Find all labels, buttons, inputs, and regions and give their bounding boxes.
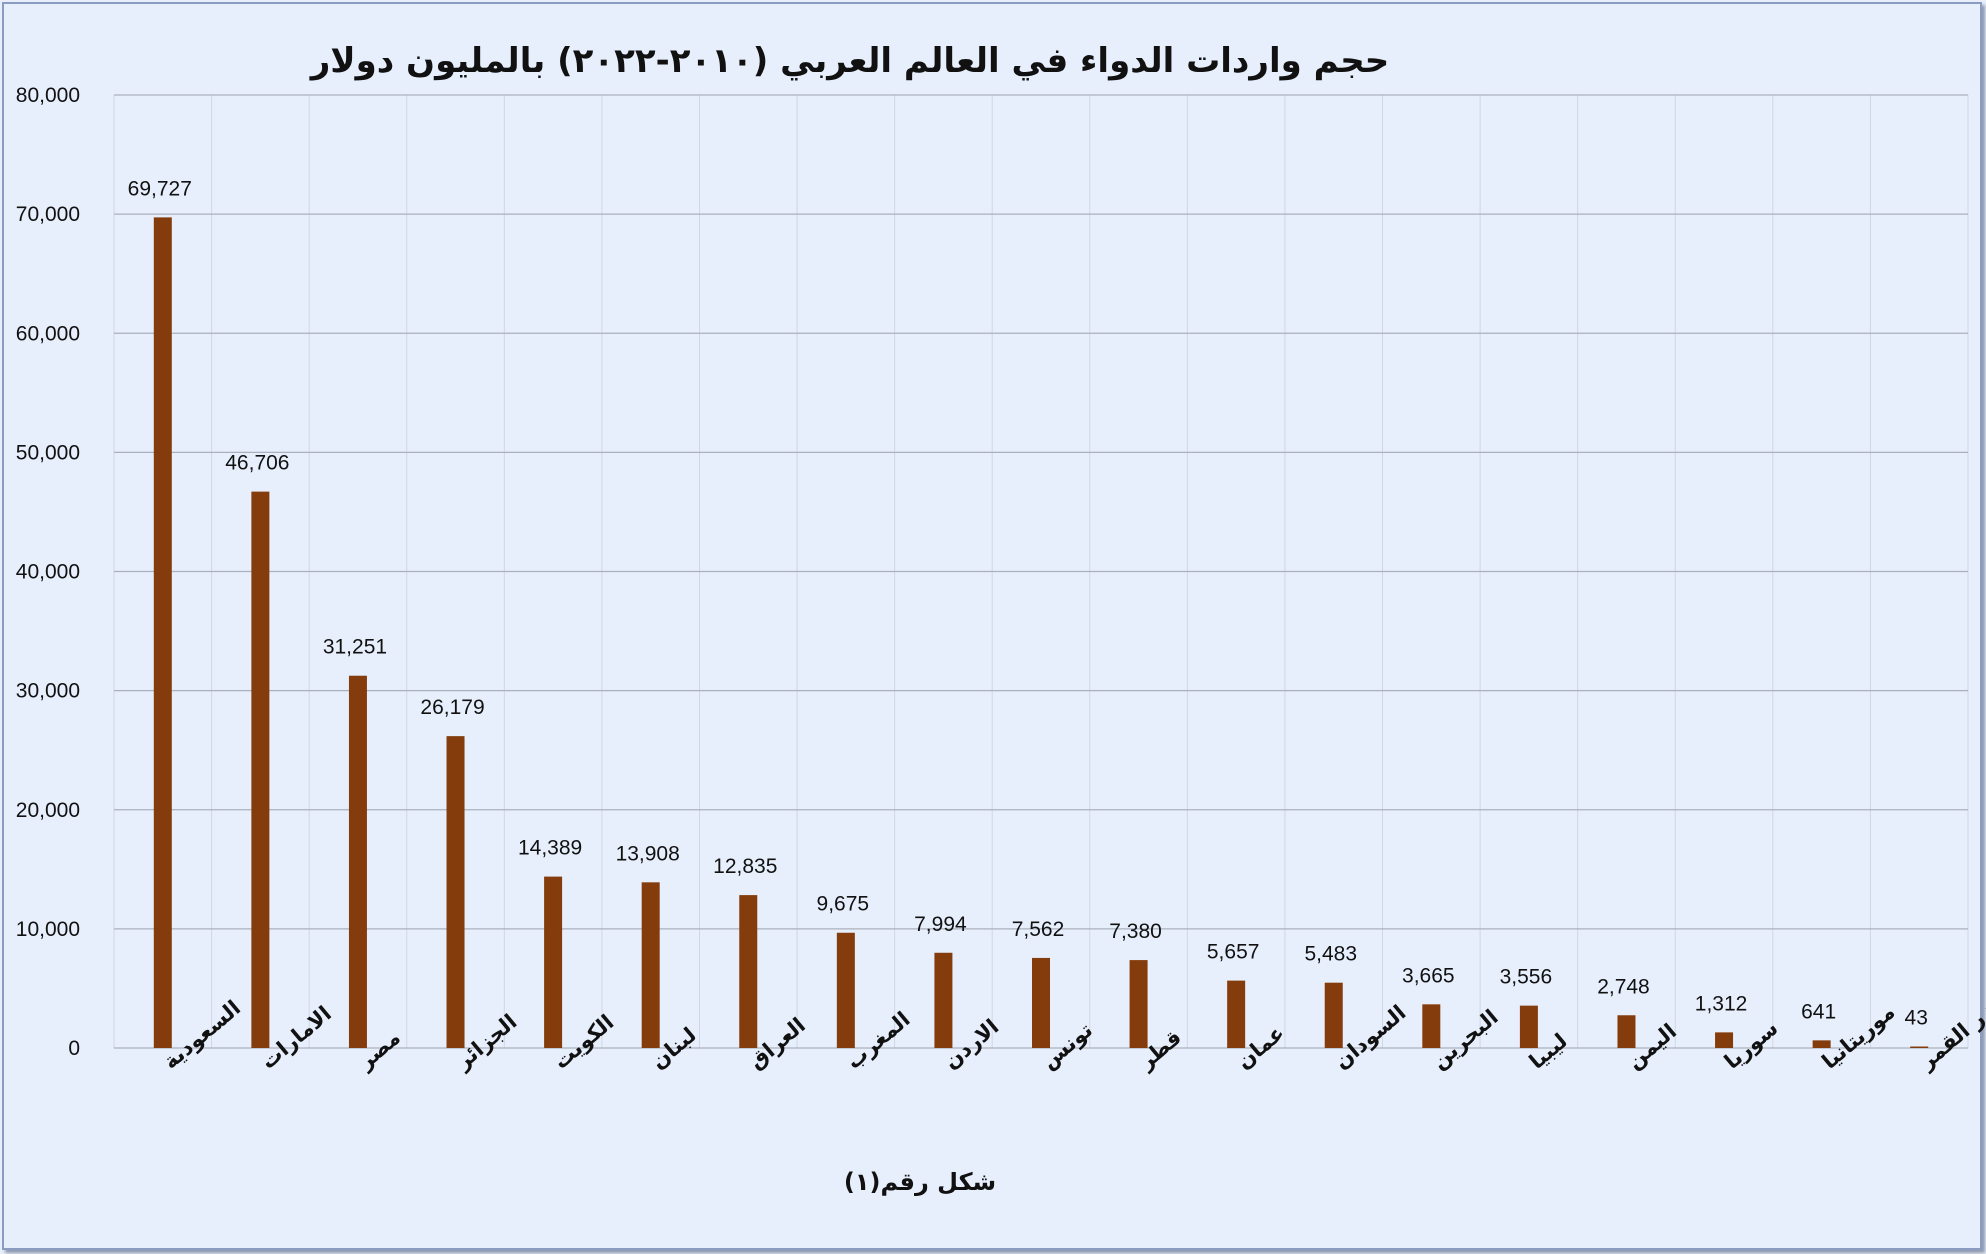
bar (934, 952, 953, 1048)
y-tick-label: 50,000 (16, 441, 80, 464)
data-label: 9,675 (817, 893, 870, 916)
data-label: 31,251 (323, 636, 387, 659)
data-label: 43 (1905, 1007, 1928, 1030)
figure-caption: شكل رقم(١) (844, 1168, 996, 1196)
x-tick-label: جزر القمر (1914, 988, 1986, 1074)
bar (544, 876, 563, 1048)
chart-title: حجم واردات الدواء في العالم العربي (٢٠١٠… (309, 41, 1390, 81)
bars (153, 217, 1929, 1049)
data-label: 26,179 (420, 696, 484, 719)
bar (1910, 1046, 1929, 1048)
y-tick-label: 0 (68, 1037, 80, 1060)
data-label: 12,835 (713, 855, 777, 878)
y-tick-label: 60,000 (16, 322, 80, 345)
data-label: 1,312 (1695, 992, 1748, 1015)
bar (348, 675, 367, 1048)
data-label: 5,483 (1304, 943, 1357, 966)
data-label: 7,380 (1109, 920, 1162, 943)
y-tick-label: 70,000 (16, 203, 80, 226)
data-label: 7,562 (1012, 918, 1065, 941)
data-labels: 69,727 46,706 31,251 26,179 14,389 13,908 12,8… (128, 177, 1928, 1029)
bar (1715, 1032, 1734, 1048)
bar (1812, 1040, 1831, 1048)
data-label: 5,657 (1207, 941, 1260, 964)
gridlines (113, 94, 1969, 1049)
bar (1617, 1015, 1636, 1048)
bar (1227, 980, 1246, 1048)
bar (739, 895, 758, 1048)
data-label: 3,556 (1500, 966, 1553, 989)
data-label: 46,706 (225, 452, 289, 475)
data-label: 641 (1801, 1000, 1836, 1023)
bar (1129, 960, 1148, 1048)
data-label: 3,665 (1402, 964, 1455, 987)
data-label: 13,908 (616, 842, 680, 865)
y-tick-label: 20,000 (16, 799, 80, 822)
bar (251, 491, 270, 1049)
y-tick-label: 40,000 (16, 561, 80, 584)
data-label: 69,727 (128, 177, 192, 200)
y-tick-label: 80,000 (16, 84, 80, 107)
data-label: 14,389 (518, 837, 582, 860)
bar (1324, 982, 1343, 1048)
y-tick-label: 30,000 (16, 680, 80, 703)
data-label: 2,748 (1597, 975, 1650, 998)
data-label: 7,994 (914, 913, 967, 936)
bar (641, 882, 660, 1048)
bar (153, 217, 172, 1049)
y-axis: 0 10,000 20,000 30,000 40,000 50,000 60,000 70,… (16, 84, 80, 1060)
y-tick-label: 10,000 (16, 918, 80, 941)
bar (836, 932, 855, 1048)
bar (1519, 1005, 1538, 1048)
bar (1032, 957, 1050, 1048)
bar (1422, 1004, 1441, 1048)
bar (446, 736, 465, 1048)
